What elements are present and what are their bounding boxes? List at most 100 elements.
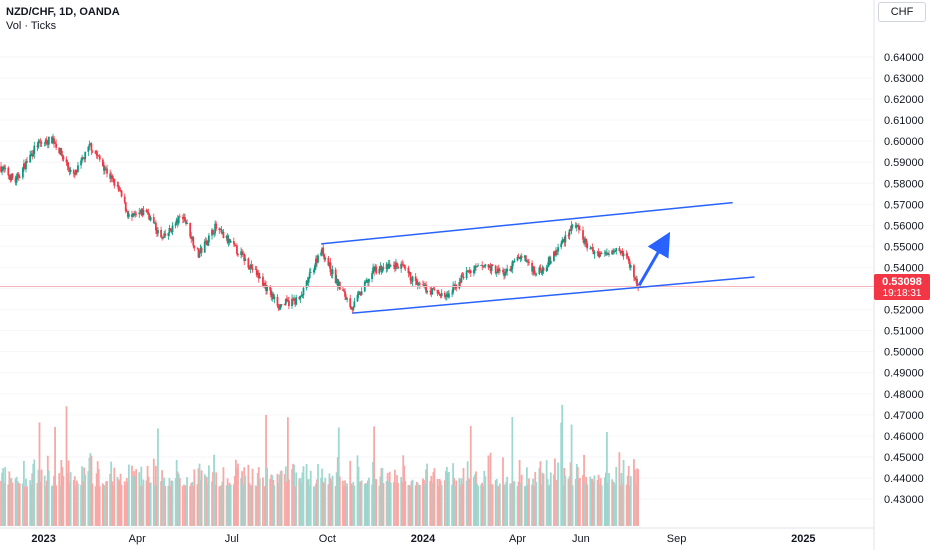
candle-body [80, 160, 82, 166]
candle-body [468, 270, 471, 273]
candle-body [198, 252, 201, 258]
candle-body [33, 145, 36, 155]
volume-bar [44, 486, 47, 526]
volume-bar [525, 467, 528, 526]
candle-body [197, 248, 200, 258]
volume-bar [430, 475, 433, 526]
candles [0, 133, 639, 314]
candle-body [103, 166, 105, 171]
candle-body [1, 169, 3, 172]
volume-bar [248, 482, 251, 526]
candle-body [65, 159, 68, 163]
candle-body [307, 278, 310, 283]
volume-bar [402, 455, 405, 526]
volume-bar [212, 472, 214, 526]
candle-body [597, 252, 600, 257]
volume-bar [497, 486, 500, 526]
time-tick-label: 2024 [411, 533, 436, 545]
candle-body [387, 263, 390, 269]
volume-bar [54, 426, 56, 526]
volume-bar [569, 462, 572, 526]
price-axis[interactable]: 0.64000 0.63000 0.62000 0.61000 0.60000 0.590… [884, 52, 924, 506]
volume-bar [67, 460, 70, 526]
volume-bar [622, 459, 625, 526]
volume-bar [276, 473, 279, 526]
volume-bar [125, 477, 128, 526]
candle-body [365, 279, 368, 283]
candle-body [374, 266, 377, 272]
candle-body [299, 296, 302, 299]
candle-body [633, 265, 635, 278]
volume-bar [31, 473, 34, 526]
candle-body [178, 216, 181, 218]
candle-body [38, 141, 41, 143]
volume-bar [26, 486, 28, 526]
time-tick-label: Jun [572, 533, 590, 545]
volume-bar [553, 474, 555, 526]
candle-body [250, 265, 253, 269]
candle-body [284, 299, 287, 305]
candle-body [258, 276, 261, 279]
candle-body [54, 143, 56, 144]
candle-body [445, 293, 448, 296]
candle-body [227, 239, 230, 243]
candle-body [248, 267, 251, 269]
volume-bar [131, 465, 133, 526]
candle-body [328, 262, 331, 266]
volume-bar [167, 485, 170, 526]
volume-bar [604, 472, 607, 526]
volume-bar [145, 480, 148, 526]
candle-body [273, 296, 276, 300]
candle-body [502, 270, 504, 273]
drawings[interactable] [321, 201, 755, 314]
volume-bar [80, 484, 82, 526]
candle-body [324, 257, 327, 260]
candle-body [591, 247, 594, 250]
volume-bar [504, 484, 506, 526]
candle-body [52, 138, 54, 144]
candle-body [371, 273, 373, 280]
volume-indicator-label[interactable]: Vol · Ticks [6, 20, 57, 32]
volume-bar [620, 473, 623, 526]
volume-bar [487, 455, 490, 526]
candle-body [627, 257, 630, 262]
candle-body [263, 282, 265, 286]
candle-body [160, 229, 162, 238]
candle-body [76, 169, 78, 172]
volume-bar [163, 477, 166, 526]
symbol-title[interactable]: NZD/CHF, 1D, OANDA [6, 6, 120, 18]
price-tick-label: 0.47000 [884, 410, 924, 422]
candle-body [528, 261, 530, 263]
candle-body [156, 230, 158, 234]
currency-button[interactable]: CHF [878, 2, 926, 22]
volume-bar [229, 484, 232, 526]
volume-bar [445, 467, 448, 526]
volume-bar [203, 474, 206, 526]
volume-bar [247, 464, 250, 526]
candle-body [518, 257, 521, 260]
candle-body [564, 235, 567, 243]
volume-bar [512, 481, 515, 526]
time-axis[interactable]: 2023 Apr Jul Oct 2024 Apr Jun Sep 2025 [31, 533, 815, 545]
candle-body [167, 233, 170, 236]
volume-bar [266, 467, 268, 526]
candle-body [330, 272, 333, 275]
volume-bar [424, 484, 426, 526]
volume-bar [315, 483, 317, 526]
volume-bar [321, 468, 324, 526]
volume-bar [366, 480, 369, 526]
candle-body [561, 240, 564, 244]
time-tick-label: Sep [667, 533, 687, 545]
volume-bar [191, 481, 194, 526]
candle-body [125, 211, 128, 212]
volume-bar [621, 484, 624, 526]
candle-body [481, 265, 484, 266]
volume-bar [264, 486, 266, 526]
candle-body [84, 151, 87, 160]
candle-body [105, 168, 107, 170]
candle-body [563, 239, 566, 243]
candle-body [490, 264, 493, 272]
candle-body [186, 222, 188, 224]
candle-body [256, 272, 259, 276]
